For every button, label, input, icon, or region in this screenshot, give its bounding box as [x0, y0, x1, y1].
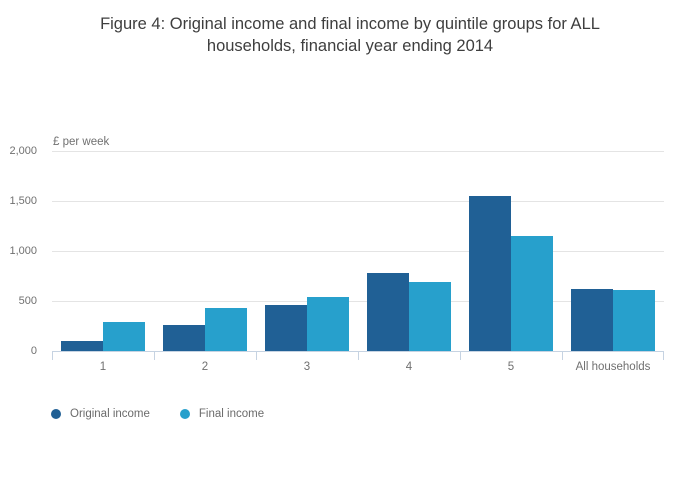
x-category-label: 5	[507, 361, 515, 373]
gridline-1000	[52, 251, 664, 252]
chart-title-line-1: Figure 4: Original income and final inco…	[100, 15, 600, 33]
chart-title-line-2: households, financial year ending 2014	[206, 37, 494, 55]
y-tick-label: 500	[18, 295, 37, 307]
y-tick-label: 1,000	[9, 245, 37, 257]
chart-title: Figure 4: Original income and final inco…	[50, 13, 650, 57]
x-axis-tick	[562, 352, 563, 360]
bar-final-income-2	[205, 307, 247, 351]
legend-label: Final income	[198, 407, 265, 420]
bar-original-income-2	[163, 325, 205, 351]
bar-final-income-3	[307, 296, 349, 351]
legend-dot-icon	[179, 408, 190, 419]
x-axis-tick	[154, 352, 155, 360]
x-axis-tick	[358, 352, 359, 360]
plot-area	[52, 151, 664, 351]
bar-final-income-5	[511, 236, 553, 351]
bar-original-income-1	[61, 341, 103, 351]
bar-original-income-5	[469, 196, 511, 351]
x-category-label: 4	[405, 361, 413, 373]
x-category-label: 1	[99, 361, 107, 373]
legend-item-original-income: Original income	[51, 408, 150, 420]
bar-original-income-3	[265, 304, 307, 351]
x-axis-tick	[663, 352, 664, 360]
bar-original-income-4	[367, 273, 409, 351]
bar-final-income-all-households	[613, 289, 655, 351]
gridline-1500	[52, 201, 664, 202]
y-axis-unit-label: £ per week	[53, 136, 110, 148]
legend-item-final-income: Final income	[179, 407, 265, 420]
x-axis-tick	[460, 352, 461, 360]
x-axis-tick	[52, 352, 53, 360]
y-tick-label: 2,000	[9, 145, 37, 157]
bar-final-income-4	[409, 282, 451, 351]
x-axis-line	[52, 351, 664, 360]
x-axis-tick	[256, 352, 257, 360]
gridline-500	[52, 301, 664, 302]
legend: Original income Final income	[51, 406, 264, 421]
x-category-label: 2	[201, 361, 209, 373]
bar-final-income-1	[103, 322, 145, 351]
x-category-label: 3	[303, 361, 311, 373]
x-category-label: All households	[575, 361, 651, 373]
bar-original-income-all-households	[571, 288, 613, 351]
y-tick-label: 1,500	[9, 195, 37, 207]
legend-dot-icon	[51, 408, 61, 419]
y-tick-label: 0	[30, 345, 37, 357]
gridline-2000	[52, 151, 664, 152]
legend-label: Original income	[70, 407, 150, 420]
